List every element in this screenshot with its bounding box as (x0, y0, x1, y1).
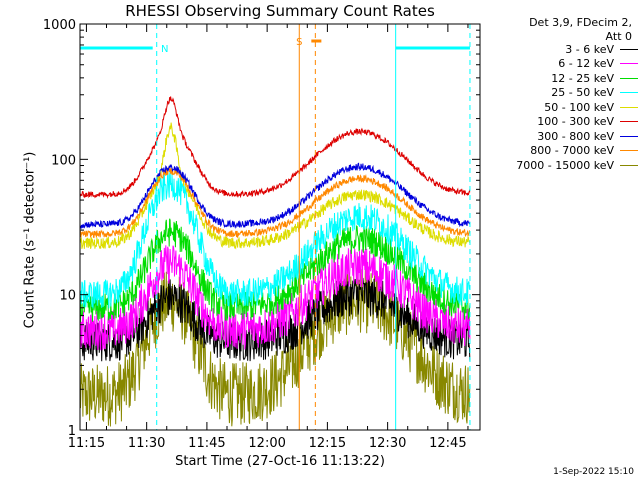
legend-swatch (620, 135, 638, 137)
legend-swatch (620, 63, 638, 65)
y-axis-label: Count Rate (s⁻¹ detector⁻¹) (22, 151, 38, 329)
chart-title: RHESSI Observing Summary Count Rates (125, 2, 435, 20)
plot-area (80, 96, 471, 427)
legend-entry: 12 - 25 keV (488, 71, 638, 86)
legend-entry: 50 - 100 keV (488, 100, 638, 115)
legend-label: 50 - 100 keV (544, 100, 614, 114)
plot-axes: 11:15 11:30 11:45 12:00 12:15 12:30 12:45 1 10 10… (43, 18, 481, 451)
legend-entry: 300 - 800 keV (488, 129, 638, 144)
y-tick-label: 100 (51, 153, 76, 168)
x-tick-label: 12:00 (248, 436, 285, 451)
series-line-5 (80, 96, 471, 199)
detector-info-line-1: Det 3,9, FDecim 2, (529, 16, 632, 29)
series-line-6 (80, 162, 471, 230)
legend-swatch (620, 121, 638, 123)
flag-marker-1: S (296, 37, 302, 48)
legend-swatch (620, 164, 638, 166)
legend-swatch (620, 77, 638, 79)
legend-swatch (620, 92, 638, 94)
legend-label: 25 - 50 keV (551, 86, 614, 100)
legend-label: 300 - 800 keV (537, 129, 614, 143)
x-tick-label: 12:30 (369, 436, 406, 451)
flag-marker-0: N (161, 44, 168, 55)
y-tick-label: 10 (59, 289, 76, 304)
x-tick-label: 12:15 (309, 436, 346, 451)
plot-frame (79, 23, 481, 431)
series-line-1 (80, 245, 471, 351)
y-tick-label: 1000 (43, 18, 76, 33)
legend: 3 - 6 keV 6 - 12 keV 12 - 25 keV 25 - 50 ke… (488, 42, 638, 173)
x-tick-label: 12:45 (429, 436, 466, 451)
legend-swatch (620, 48, 638, 50)
legend-entry: 100 - 300 keV (488, 115, 638, 130)
legend-label: 7000 - 15000 keV (516, 158, 614, 172)
series-line-4 (80, 122, 471, 250)
legend-swatch (620, 106, 638, 108)
y-tick-label: 1 (68, 424, 76, 439)
legend-label: 800 - 7000 keV (530, 144, 614, 158)
footer-timestamp: 1-Sep-2022 15:10 (553, 467, 634, 477)
legend-entry: 800 - 7000 keV (488, 144, 638, 159)
series-line-3 (80, 170, 471, 309)
legend-entry: 6 - 12 keV (488, 57, 638, 72)
x-tick-label: 11:15 (68, 436, 105, 451)
detector-info: Det 3,9, FDecim 2, Att 0 (529, 16, 632, 44)
legend-label: 100 - 300 keV (537, 115, 614, 129)
legend-entry: 7000 - 15000 keV (488, 158, 638, 173)
legend-label: 6 - 12 keV (558, 57, 614, 71)
x-tick-label: 11:45 (188, 436, 225, 451)
legend-swatch (620, 150, 638, 152)
legend-entry: 25 - 50 keV (488, 86, 638, 101)
series-line-7 (80, 167, 471, 239)
legend-label: 3 - 6 keV (565, 42, 614, 56)
legend-label: 12 - 25 keV (551, 71, 614, 85)
series-line-2 (80, 218, 471, 323)
x-tick-label: 11:30 (128, 436, 165, 451)
x-axis-label: Start Time (27-Oct-16 11:13:22) (175, 454, 385, 469)
legend-entry: 3 - 6 keV (488, 42, 638, 57)
detector-info-line-2: Att 0 (605, 30, 632, 43)
